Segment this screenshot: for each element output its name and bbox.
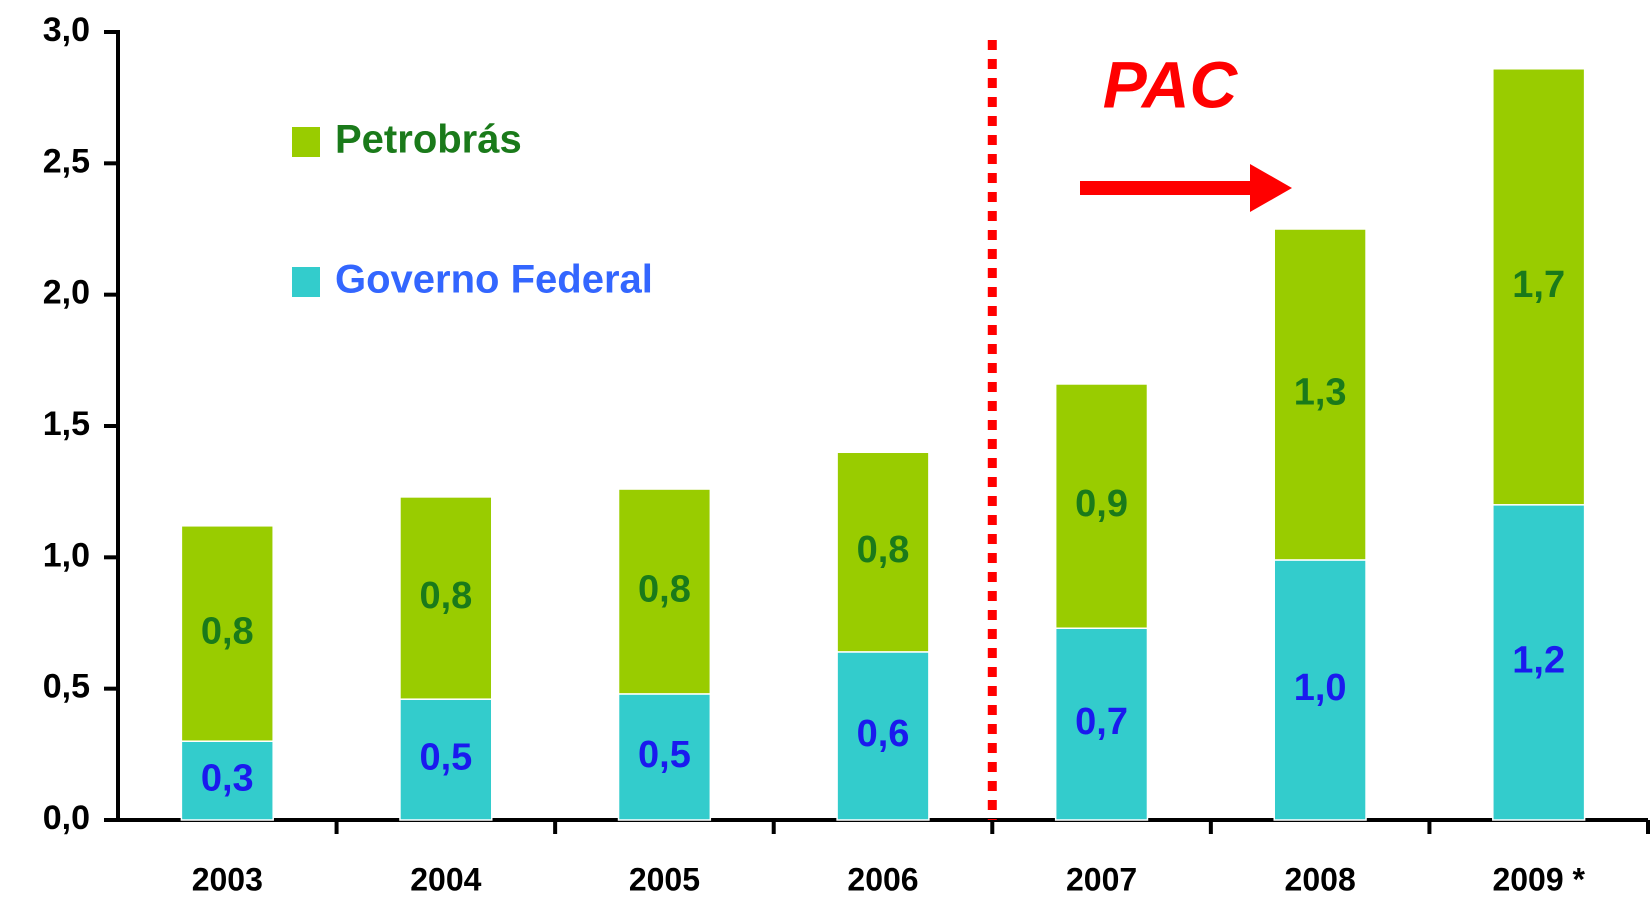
bar-segment	[399, 698, 493, 821]
bar-segment	[1273, 228, 1367, 561]
value-label: 0,8	[419, 575, 472, 617]
value-label: 0,5	[638, 734, 691, 776]
bar-segment	[836, 651, 930, 821]
value-label: 1,7	[1512, 264, 1565, 306]
x-tick-label: 2006	[847, 861, 918, 897]
legend-label: Governo Federal	[335, 258, 653, 302]
value-label: 0,9	[1075, 483, 1128, 525]
y-tick-label: 0,0	[43, 799, 90, 837]
x-tick-label: 2009 *	[1492, 861, 1585, 897]
value-label: 1,2	[1512, 639, 1565, 681]
value-label: 0,8	[638, 569, 691, 611]
value-label: 1,3	[1294, 372, 1347, 414]
value-label: 0,7	[1075, 701, 1128, 743]
y-tick-label: 2,0	[43, 274, 90, 312]
bar-segment	[1273, 559, 1367, 821]
x-tick-label: 2004	[410, 861, 481, 897]
y-tick-label: 1,0	[43, 536, 90, 574]
x-tick-label: 2003	[192, 861, 263, 897]
annotation: PAC	[1103, 47, 1239, 121]
bar-segment	[1492, 68, 1586, 506]
x-tick-label: 2008	[1285, 861, 1356, 897]
bar-segment	[399, 496, 493, 700]
y-tick-label: 3,0	[43, 11, 90, 49]
value-label: 0,3	[201, 758, 254, 800]
x-tick-label: 2007	[1066, 861, 1137, 897]
bar-segment	[1492, 504, 1586, 821]
value-label: 0,5	[419, 737, 472, 779]
legend-swatch	[292, 267, 320, 297]
y-tick-label: 1,5	[43, 405, 90, 443]
bar-segment	[836, 451, 930, 653]
arrow-head	[1250, 164, 1292, 212]
x-tick-label: 2005	[629, 861, 700, 897]
value-label: 0,8	[857, 529, 910, 571]
y-tick-label: 2,5	[43, 142, 90, 180]
y-tick-label: 0,5	[43, 668, 90, 706]
legend-label: Petrobrás	[335, 118, 522, 162]
bar-segment	[180, 525, 274, 742]
value-label: 1,0	[1294, 667, 1347, 709]
legend-swatch	[292, 127, 320, 157]
value-label: 0,8	[201, 611, 254, 653]
value-label: 0,6	[857, 713, 910, 755]
bar-segment	[617, 488, 712, 695]
bar-segment	[1054, 383, 1149, 630]
